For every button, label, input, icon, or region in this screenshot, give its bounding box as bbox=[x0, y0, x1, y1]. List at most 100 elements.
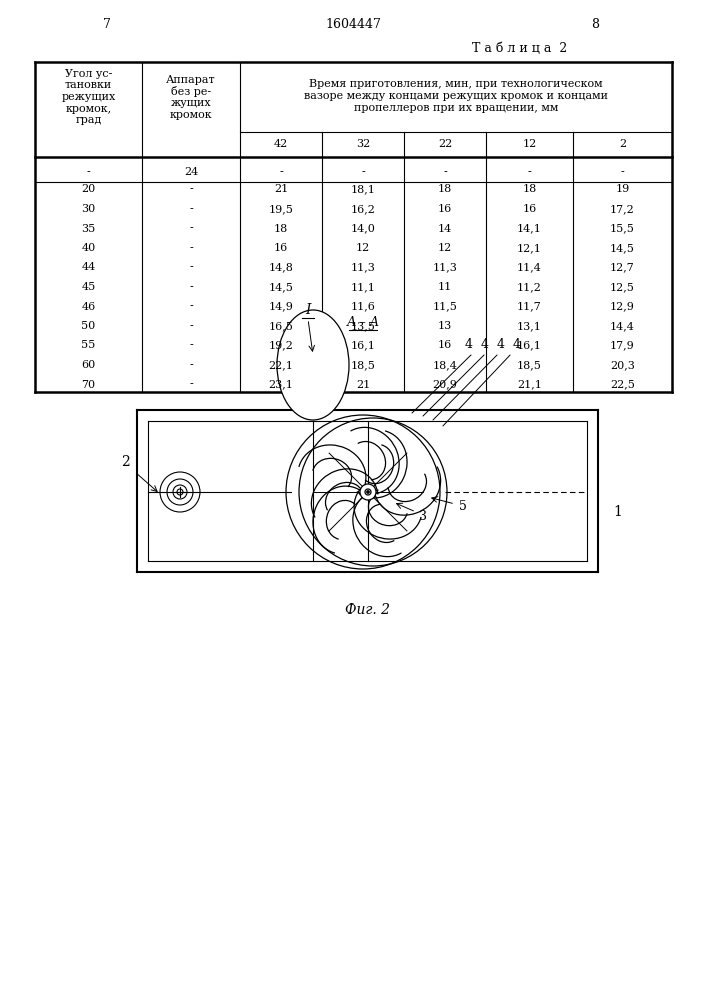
Text: 11,4: 11,4 bbox=[517, 262, 542, 272]
Text: -: - bbox=[189, 340, 193, 351]
Text: кромок,: кромок, bbox=[66, 104, 112, 113]
Text: 22: 22 bbox=[438, 139, 452, 149]
Text: -: - bbox=[621, 167, 624, 177]
Text: 11,2: 11,2 bbox=[517, 282, 542, 292]
Text: 16,2: 16,2 bbox=[351, 204, 375, 214]
Text: 17,9: 17,9 bbox=[610, 340, 635, 351]
Text: 35: 35 bbox=[81, 224, 95, 233]
Text: 14,1: 14,1 bbox=[517, 224, 542, 233]
Text: 18,5: 18,5 bbox=[517, 360, 542, 370]
Text: 13,1: 13,1 bbox=[517, 321, 542, 331]
Text: 11,7: 11,7 bbox=[517, 302, 542, 312]
Text: 11,6: 11,6 bbox=[351, 302, 375, 312]
Text: 19: 19 bbox=[615, 184, 630, 194]
Text: 32: 32 bbox=[356, 139, 370, 149]
Text: I: I bbox=[305, 303, 311, 317]
Text: -: - bbox=[189, 243, 193, 253]
Text: 18,5: 18,5 bbox=[351, 360, 375, 370]
Text: 11: 11 bbox=[438, 282, 452, 292]
Text: 4  4  4  4: 4 4 4 4 bbox=[465, 338, 521, 352]
Text: -: - bbox=[189, 282, 193, 292]
Text: пропеллеров при их вращении, мм: пропеллеров при их вращении, мм bbox=[354, 103, 559, 113]
Text: А – А: А – А bbox=[346, 316, 380, 328]
Text: 16: 16 bbox=[438, 340, 452, 351]
Text: 3: 3 bbox=[419, 510, 427, 524]
Text: 30: 30 bbox=[81, 204, 95, 214]
Text: 8: 8 bbox=[591, 18, 599, 31]
Text: 2: 2 bbox=[121, 455, 129, 469]
Text: 18,1: 18,1 bbox=[351, 184, 375, 194]
Text: 20,3: 20,3 bbox=[610, 360, 635, 370]
Text: 14,5: 14,5 bbox=[610, 243, 635, 253]
Text: 15,5: 15,5 bbox=[610, 224, 635, 233]
Text: 60: 60 bbox=[81, 360, 95, 370]
Text: 16,5: 16,5 bbox=[269, 321, 293, 331]
Text: 40: 40 bbox=[81, 243, 95, 253]
Text: 16,1: 16,1 bbox=[517, 340, 542, 351]
Text: 12,1: 12,1 bbox=[517, 243, 542, 253]
Text: Аппарат: Аппарат bbox=[166, 75, 216, 85]
Text: Угол ус-: Угол ус- bbox=[65, 69, 112, 79]
Text: -: - bbox=[87, 167, 90, 177]
Text: 1604447: 1604447 bbox=[325, 18, 381, 31]
Text: 12: 12 bbox=[438, 243, 452, 253]
Text: 11,3: 11,3 bbox=[351, 262, 375, 272]
Circle shape bbox=[177, 489, 183, 495]
Text: 16,1: 16,1 bbox=[351, 340, 375, 351]
Text: 12,5: 12,5 bbox=[610, 282, 635, 292]
Text: 44: 44 bbox=[81, 262, 95, 272]
Text: 12,9: 12,9 bbox=[610, 302, 635, 312]
Text: 46: 46 bbox=[81, 302, 95, 312]
Text: 19,5: 19,5 bbox=[269, 204, 293, 214]
Text: 45: 45 bbox=[81, 282, 95, 292]
Text: -: - bbox=[189, 321, 193, 331]
Text: град: град bbox=[76, 115, 102, 125]
Text: Т а б л и ц а  2: Т а б л и ц а 2 bbox=[472, 41, 568, 54]
Text: 16: 16 bbox=[522, 204, 537, 214]
Text: 12,7: 12,7 bbox=[610, 262, 635, 272]
Text: 11,3: 11,3 bbox=[433, 262, 457, 272]
Text: 21: 21 bbox=[356, 379, 370, 389]
Text: -: - bbox=[189, 379, 193, 389]
Text: 42: 42 bbox=[274, 139, 288, 149]
Text: 19,2: 19,2 bbox=[269, 340, 293, 351]
Text: жущих: жущих bbox=[170, 98, 211, 108]
Text: 5: 5 bbox=[459, 500, 467, 514]
Text: без ре-: без ре- bbox=[171, 86, 211, 97]
Text: 11,1: 11,1 bbox=[351, 282, 375, 292]
Text: 11,5: 11,5 bbox=[433, 302, 457, 312]
Text: Фиг. 2: Фиг. 2 bbox=[345, 603, 390, 617]
Text: -: - bbox=[189, 302, 193, 312]
Text: тановки: тановки bbox=[65, 81, 112, 91]
Text: 24: 24 bbox=[184, 167, 198, 177]
Text: режущих: режущих bbox=[62, 92, 116, 102]
Text: -: - bbox=[189, 262, 193, 272]
Text: 22,5: 22,5 bbox=[610, 379, 635, 389]
Text: 2: 2 bbox=[619, 139, 626, 149]
Text: 14,9: 14,9 bbox=[269, 302, 293, 312]
Text: -: - bbox=[189, 204, 193, 214]
Circle shape bbox=[360, 484, 376, 500]
Text: 13: 13 bbox=[438, 321, 452, 331]
Text: 12: 12 bbox=[356, 243, 370, 253]
Circle shape bbox=[167, 479, 193, 505]
Text: 14,0: 14,0 bbox=[351, 224, 375, 233]
Circle shape bbox=[160, 472, 200, 512]
Text: кромок: кромок bbox=[170, 109, 212, 119]
Text: 21,1: 21,1 bbox=[517, 379, 542, 389]
Text: -: - bbox=[189, 224, 193, 233]
Text: 18: 18 bbox=[274, 224, 288, 233]
Text: 70: 70 bbox=[81, 379, 95, 389]
Text: 7: 7 bbox=[103, 18, 111, 31]
Text: 18: 18 bbox=[522, 184, 537, 194]
Text: вазоре между концами режущих кромок и концами: вазоре между концами режущих кромок и ко… bbox=[304, 91, 608, 101]
Circle shape bbox=[366, 490, 370, 493]
Text: 50: 50 bbox=[81, 321, 95, 331]
Text: 14: 14 bbox=[438, 224, 452, 233]
Circle shape bbox=[173, 485, 187, 499]
Text: 55: 55 bbox=[81, 340, 95, 351]
Text: 23,1: 23,1 bbox=[269, 379, 293, 389]
Text: -: - bbox=[361, 167, 365, 177]
Text: 18: 18 bbox=[438, 184, 452, 194]
Text: 16: 16 bbox=[438, 204, 452, 214]
